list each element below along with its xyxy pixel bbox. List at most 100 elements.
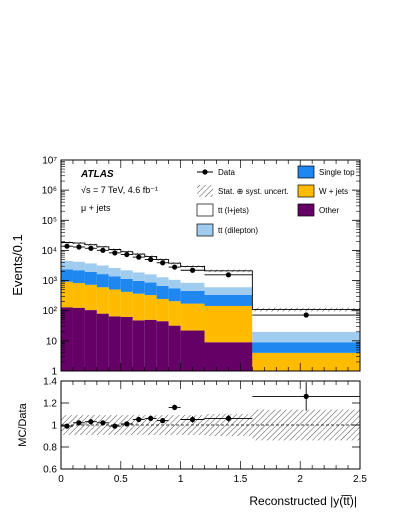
ratio-band-bin (168, 415, 181, 435)
bar-other (132, 320, 145, 371)
bar-single-top (84, 271, 97, 285)
data-point (225, 272, 232, 278)
bar-other (61, 307, 73, 371)
ratio-x-axis: 0 0.5 1 1.5 2 2.5 (58, 381, 367, 485)
ratio-y-tick-label: 1.2 (43, 399, 57, 410)
bar-tt-l-jets- (156, 259, 169, 278)
y-tick-label: 10⁴ (42, 246, 57, 257)
bar-single-top (180, 290, 205, 304)
data-point (303, 312, 309, 318)
data-point (76, 244, 82, 250)
bar-single-top (156, 285, 169, 299)
bar-tt-dilepton- (168, 279, 181, 289)
legend: Data Single top Stat. ⊕ syst. uncert. W + j… (196, 165, 355, 237)
bar-tt-dilepton- (252, 331, 360, 343)
data-point (189, 267, 196, 273)
ratio-point (136, 416, 142, 423)
main-x-ticks (60, 160, 361, 371)
bar-w-jets (132, 293, 145, 321)
data-point (172, 264, 178, 270)
data-point (136, 254, 142, 260)
bar-tt-dilepton- (72, 261, 85, 271)
bar-w-jets (120, 291, 133, 317)
ratio-point (64, 423, 70, 429)
bar-single-top (144, 282, 157, 296)
legend-label: tt (dilepton) (218, 226, 258, 235)
uncertainty-band-bin (120, 250, 133, 253)
data-point (100, 247, 106, 253)
uncertainty-band-bin (72, 241, 85, 245)
data-point (160, 260, 166, 266)
bar-tt-dilepton- (84, 263, 97, 272)
bar-tt-dilepton- (204, 287, 253, 295)
energy-label: √s = 7 TeV, 4.6 fb⁻¹ (81, 185, 158, 195)
ratio-band-bin (144, 415, 157, 435)
x-tick-label: 0.5 (114, 474, 128, 485)
bar-single-top (61, 269, 73, 282)
data-point (88, 245, 94, 251)
bar-single-top (108, 276, 121, 290)
ratio-y-tick-label: 1 (51, 421, 57, 432)
bar-other (120, 316, 133, 371)
bar-tt-dilepton- (144, 274, 157, 283)
bar-w-jets (61, 281, 73, 308)
main-plot-frame (60, 159, 361, 372)
ratio-y-tick-label: 0.8 (43, 443, 57, 454)
y-tick-label: 10⁶ (42, 186, 57, 197)
channel-label: μ + jets (81, 203, 111, 213)
ratio-point (148, 415, 154, 421)
bar-single-top (132, 280, 145, 294)
main-y-axis-title: Events/0.1 (10, 234, 25, 295)
bar-other (204, 342, 253, 371)
bar-w-jets (204, 305, 253, 343)
y-tick-label: 10⁷ (42, 156, 57, 167)
legend-hatch-swatch (197, 185, 213, 197)
legend-data-marker (202, 169, 208, 175)
legend-label: Data (218, 168, 235, 177)
stacked-histogram (60, 242, 360, 371)
bar-other (144, 319, 157, 371)
bar-tt-dilepton- (61, 260, 73, 270)
bar-single-top (72, 270, 85, 284)
y-tick-label: 1 (51, 367, 57, 378)
bar-other (108, 316, 121, 371)
bar-tt-l-jets- (168, 263, 181, 280)
bar-other (72, 307, 85, 371)
bar-other (96, 313, 109, 371)
main-y-axis: 1 10 10² 10³ 10⁴ 10⁵ 10⁶ 10⁷ (42, 156, 360, 378)
bar-tt-dilepton- (120, 270, 133, 279)
x-tick-label: 1 (178, 474, 184, 485)
ratio-point (112, 423, 118, 429)
bar-other (156, 321, 169, 371)
x-tick-label: 1.5 (233, 474, 247, 485)
legend-swatch (297, 203, 315, 217)
main-panel: 1 10 10² 10³ 10⁴ 10⁵ 10⁶ 10⁷ Events/0.1 ATLAS √… (10, 156, 361, 378)
uncertainty-band-bin (168, 262, 181, 265)
legend-swatch (297, 165, 315, 179)
bar-tt-l-jets- (96, 246, 109, 266)
ratio-y-axis-title: MC/Data (17, 402, 29, 446)
bar-single-top (96, 274, 109, 288)
legend-label: W + jets (319, 187, 348, 196)
y-tick-label: 10 (46, 336, 58, 347)
legend-swatch (196, 223, 214, 237)
x-axis-title: Reconstructed |y(t̅t̅)| (249, 494, 357, 508)
bar-tt-l-jets- (108, 249, 121, 268)
y-tick-label: 10³ (43, 276, 58, 287)
legend-label: Single top (319, 168, 355, 177)
experiment-label: ATLAS (80, 169, 114, 180)
legend-label: Stat. ⊕ syst. uncert. (218, 187, 289, 196)
bar-w-jets (72, 283, 85, 308)
bar-single-top (204, 294, 253, 306)
ratio-point (124, 421, 130, 427)
bar-tt-l-jets- (72, 243, 85, 262)
uncertainty-band-bin (204, 269, 253, 273)
bar-w-jets (168, 301, 181, 326)
bar-tt-l-jets- (84, 244, 97, 264)
ratio-y-tick-label: 1.4 (43, 377, 57, 388)
bar-tt-dilepton- (156, 277, 169, 286)
bar-tt-l-jets- (61, 242, 73, 261)
uncertainty-band-bin (156, 258, 169, 261)
bar-w-jets (180, 303, 205, 331)
